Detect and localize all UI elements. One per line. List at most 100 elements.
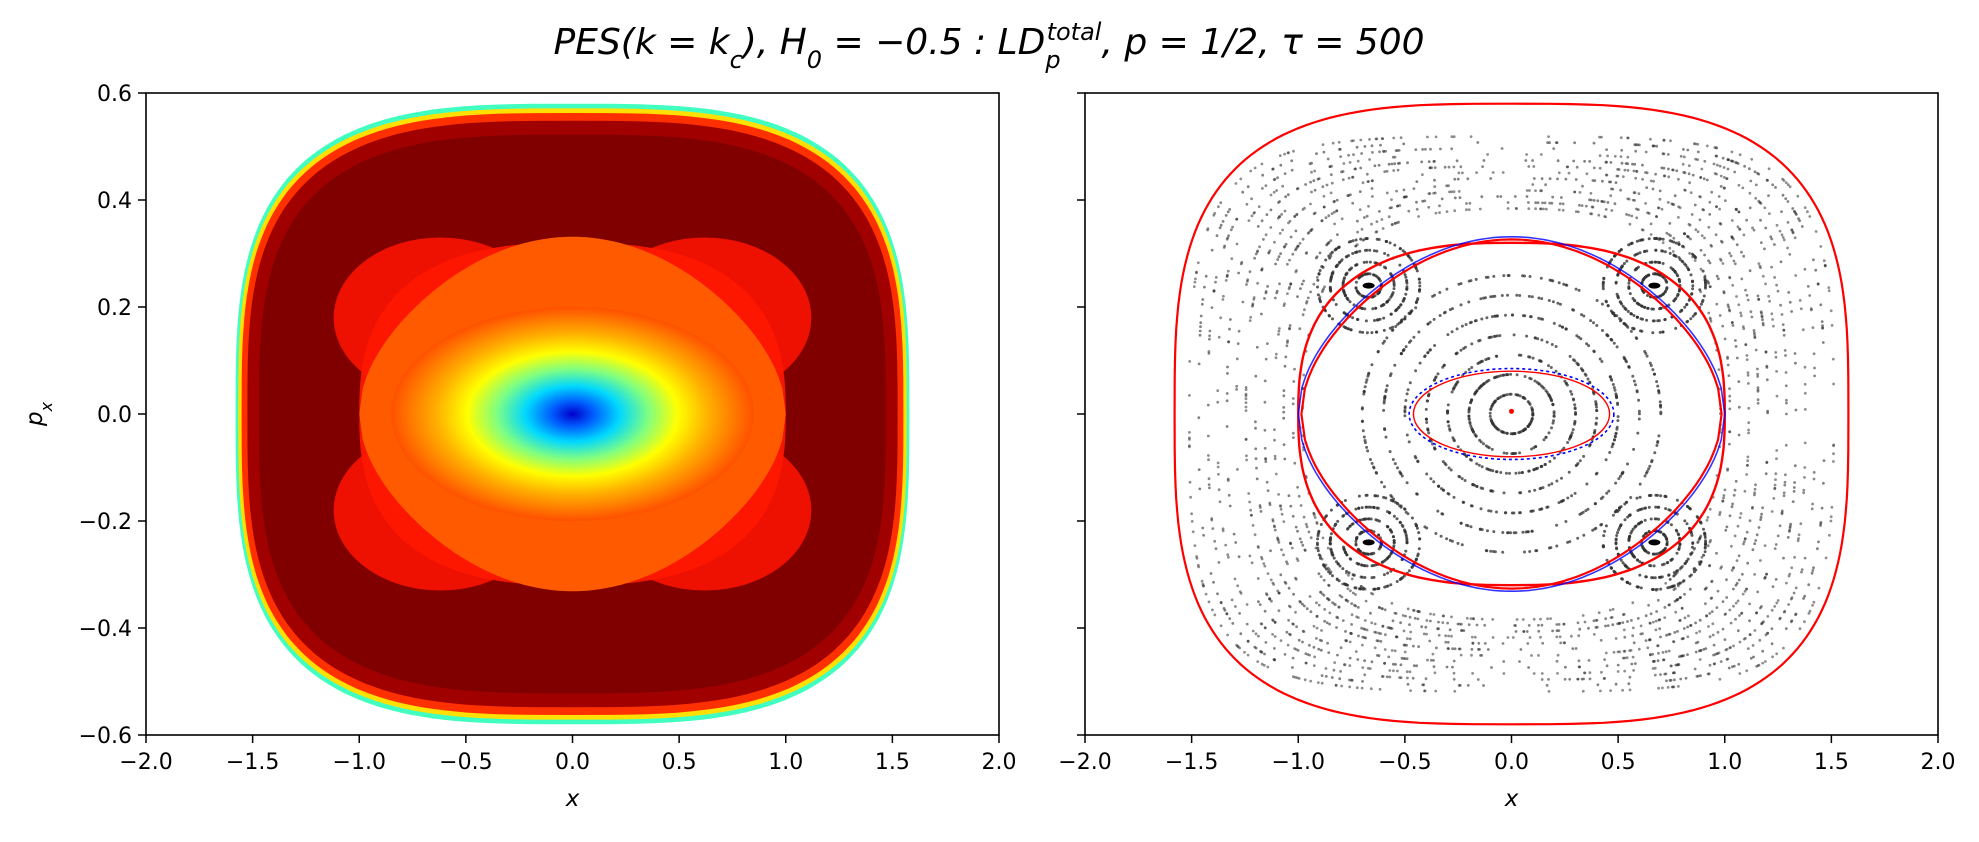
orbit-point: [1491, 636, 1495, 639]
orbit-point: [1649, 493, 1653, 497]
orbit-point: [1814, 268, 1818, 272]
orbit-point: [1653, 576, 1657, 580]
orbit-point: [1403, 530, 1407, 533]
orbit-point: [1298, 327, 1302, 331]
orbit-point: [1729, 254, 1733, 258]
orbit-point: [1705, 178, 1709, 182]
orbit-point: [1421, 148, 1424, 151]
orbit-point: [1781, 177, 1784, 181]
orbit-point: [1747, 406, 1751, 410]
orbit-point: [1585, 172, 1589, 176]
orbit-point: [1502, 274, 1506, 278]
orbit-point: [1342, 514, 1346, 517]
orbit-point: [1406, 676, 1409, 680]
orbit-point: [1432, 446, 1436, 450]
orbit-point: [1525, 189, 1529, 192]
orbit-point: [1336, 653, 1339, 657]
orbit-point: [1728, 394, 1732, 398]
orbit-point: [1610, 338, 1614, 342]
orbit-point: [1745, 669, 1749, 673]
orbit-point: [1586, 507, 1590, 511]
orbit-point: [1708, 540, 1712, 544]
orbit-point: [1657, 206, 1661, 210]
orbit-point: [1429, 658, 1433, 662]
orbit-point: [1773, 276, 1776, 279]
orbit-point: [1201, 298, 1205, 301]
orbit-point: [1803, 206, 1807, 210]
orbit-point: [1731, 665, 1734, 669]
orbit-point: [1459, 653, 1463, 657]
orbit-point: [1207, 350, 1211, 353]
orbit-point: [1305, 301, 1308, 305]
orbit-point: [1330, 676, 1334, 679]
orbit-point: [1309, 290, 1312, 294]
orbit-point: [1395, 635, 1398, 639]
orbit-point: [1469, 279, 1473, 283]
orbit-point: [1616, 295, 1620, 299]
orbit-point: [1253, 533, 1257, 537]
orbit-point: [1584, 373, 1588, 377]
orbit-point: [1231, 225, 1234, 229]
orbit-point: [1628, 688, 1632, 692]
orbit-point: [1745, 293, 1749, 297]
orbit-point: [1354, 604, 1358, 608]
orbit-point: [1388, 206, 1392, 210]
orbit-point: [1276, 258, 1280, 261]
orbit-point: [1509, 372, 1513, 376]
orbit-point: [1432, 317, 1436, 321]
orbit-point: [1611, 383, 1615, 386]
orbit-point: [1263, 297, 1266, 300]
orbit-point: [1754, 348, 1758, 352]
orbit-point: [1691, 173, 1695, 177]
orbit-point: [1551, 402, 1555, 406]
orbit-point: [1480, 195, 1484, 199]
orbit-point: [1517, 471, 1521, 475]
orbit-point: [1415, 180, 1419, 184]
orbit-point: [1541, 641, 1545, 645]
orbit-point: [1704, 542, 1707, 546]
orbit-point: [1705, 614, 1708, 618]
orbit-point: [1278, 282, 1281, 286]
orbit-point: [1652, 564, 1656, 568]
orbit-point: [1416, 459, 1420, 463]
orbit-point: [1570, 392, 1574, 396]
orbit-point: [1445, 537, 1449, 541]
orbit-point: [1668, 251, 1672, 255]
orbit-point: [1460, 622, 1463, 626]
orbit-point: [1752, 331, 1756, 335]
orbit-point: [1248, 500, 1251, 504]
orbit-point: [1300, 540, 1303, 544]
orbit-point: [1234, 182, 1238, 185]
orbit-point: [1598, 166, 1602, 170]
orbit-point: [1577, 659, 1581, 663]
orbit-point: [1699, 290, 1703, 294]
orbit-point: [1653, 451, 1657, 455]
orbit-point: [1726, 363, 1730, 367]
orbit-point: [1364, 380, 1368, 384]
orbit-point: [1702, 527, 1705, 531]
orbit-point: [1387, 162, 1391, 166]
orbit-point: [1708, 564, 1712, 567]
orbit-point: [1633, 662, 1637, 665]
orbit-point: [1294, 577, 1298, 581]
orbit-point: [1222, 246, 1226, 249]
island-center: [1648, 282, 1661, 289]
orbit-point: [1489, 408, 1493, 411]
orbit-point: [1555, 659, 1559, 663]
orbit-point: [1822, 459, 1826, 462]
island-center: [1362, 539, 1375, 546]
orbit-point: [1434, 211, 1438, 215]
orbit-point: [1299, 287, 1302, 290]
orbit-point: [1733, 488, 1737, 492]
orbit-point: [1404, 614, 1407, 618]
orbit-point: [1367, 517, 1371, 521]
orbit-point: [1626, 169, 1630, 172]
orbit-point: [1528, 636, 1532, 639]
orbit-point: [1626, 136, 1629, 140]
orbit-point: [1228, 208, 1232, 211]
orbit-point: [1415, 269, 1419, 273]
orbit-point: [1659, 410, 1663, 414]
orbit-point: [1675, 273, 1679, 277]
orbit-point: [1760, 622, 1764, 625]
orbit-point: [1322, 150, 1326, 154]
